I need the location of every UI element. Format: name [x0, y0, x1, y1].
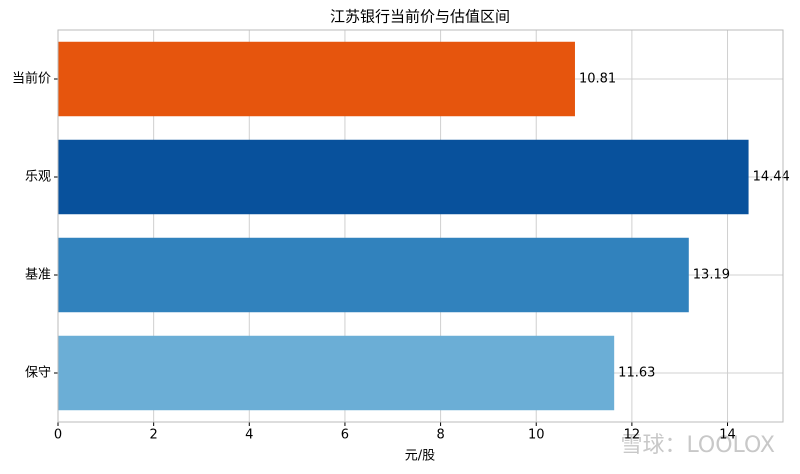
y-tick-label: 基准: [25, 268, 51, 283]
value-label: 14.44: [753, 170, 790, 185]
x-tick-label: 2: [150, 428, 158, 443]
bar: [58, 139, 749, 215]
x-tick-label: 12: [624, 428, 641, 443]
x-tick-label: 14: [719, 428, 736, 443]
x-tick-label: 8: [436, 428, 444, 443]
plot-frame: [57, 29, 784, 423]
y-tick-label: 保守: [25, 366, 51, 381]
watermark: 雪球：LOOLOX: [620, 433, 775, 458]
x-tick-label: 6: [341, 428, 349, 443]
x-tick-label: 0: [54, 428, 62, 443]
y-tick-label: 当前价: [12, 71, 51, 87]
value-label: 10.81: [579, 72, 616, 87]
chart-title: 江苏银行当前价与估值区间: [330, 8, 510, 26]
value-label: 11.63: [618, 366, 655, 381]
value-label: 13.19: [693, 268, 730, 283]
x-tick-label: 4: [245, 428, 253, 443]
bar: [58, 237, 689, 313]
bar: [58, 41, 575, 117]
x-tick-label: 10: [528, 428, 545, 443]
x-axis-label: 元/股: [405, 449, 435, 464]
y-tick-label: 乐观: [25, 170, 51, 185]
bar: [58, 335, 615, 411]
